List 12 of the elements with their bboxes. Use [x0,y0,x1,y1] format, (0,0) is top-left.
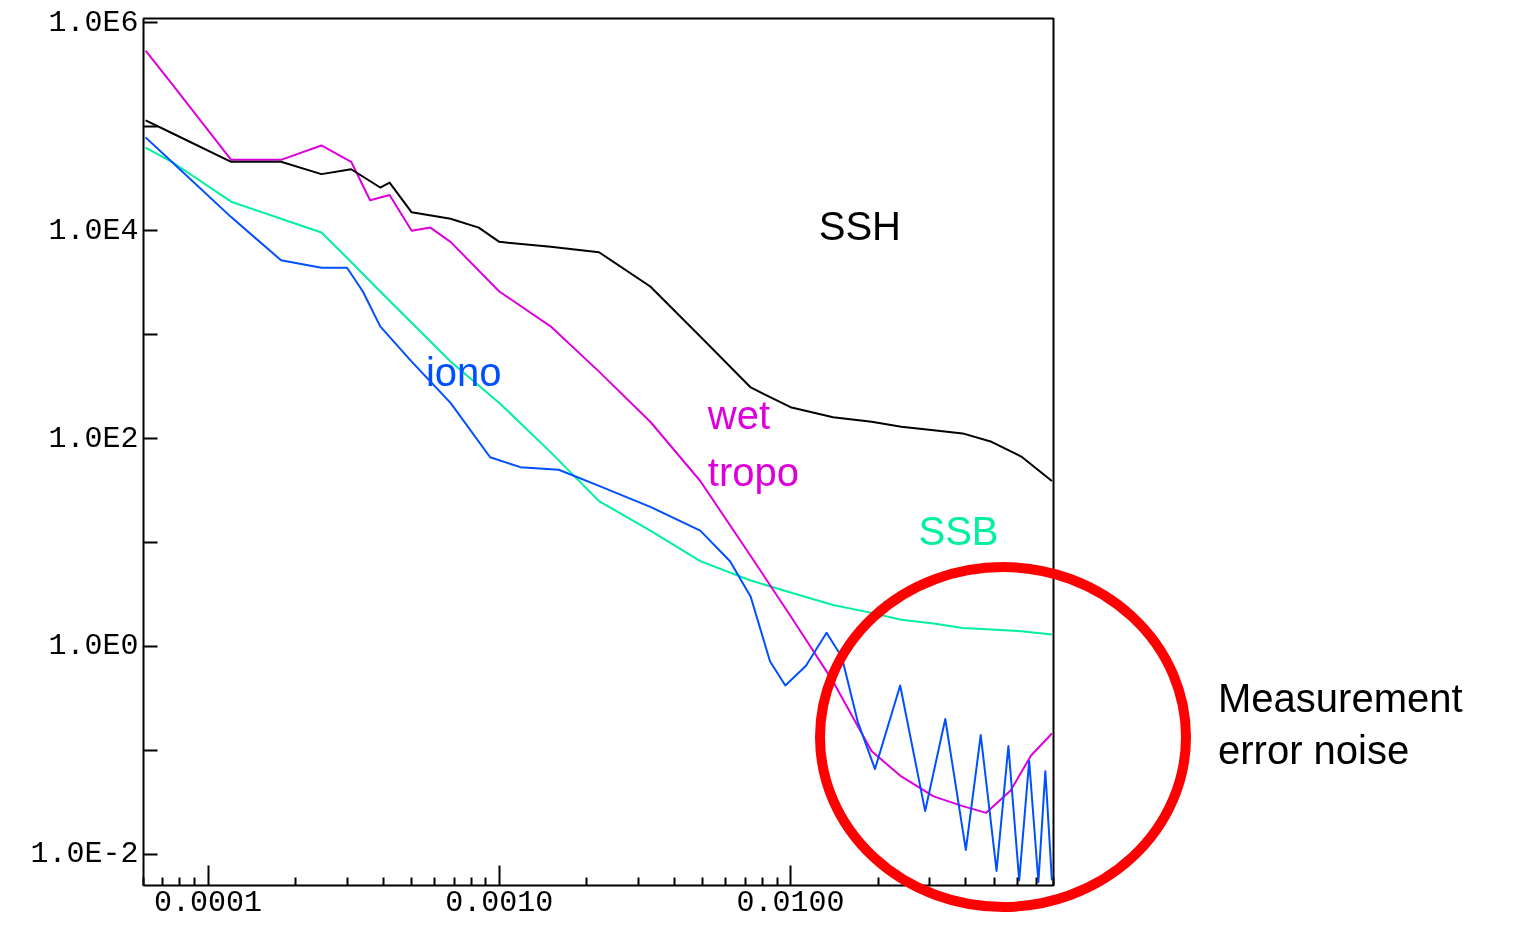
x-tick-label: 0.0001 [154,885,263,920]
text: Measurement error noise [1218,675,1464,774]
series-label: SSB [918,508,999,553]
y-tick-label: 1.0E2 [48,421,139,456]
x-tick-label: 0.0100 [736,885,845,920]
x-tick-label: 0.0010 [445,885,554,920]
y-tick-label: 1.0E-2 [30,837,139,872]
series-label: wet tropo [706,392,799,494]
y-tick-label: 1.0E6 [48,5,139,40]
y-tick-label: 1.0E0 [48,629,139,664]
text: SSH [818,204,901,249]
y-tick-label: 1.0E4 [48,213,139,248]
